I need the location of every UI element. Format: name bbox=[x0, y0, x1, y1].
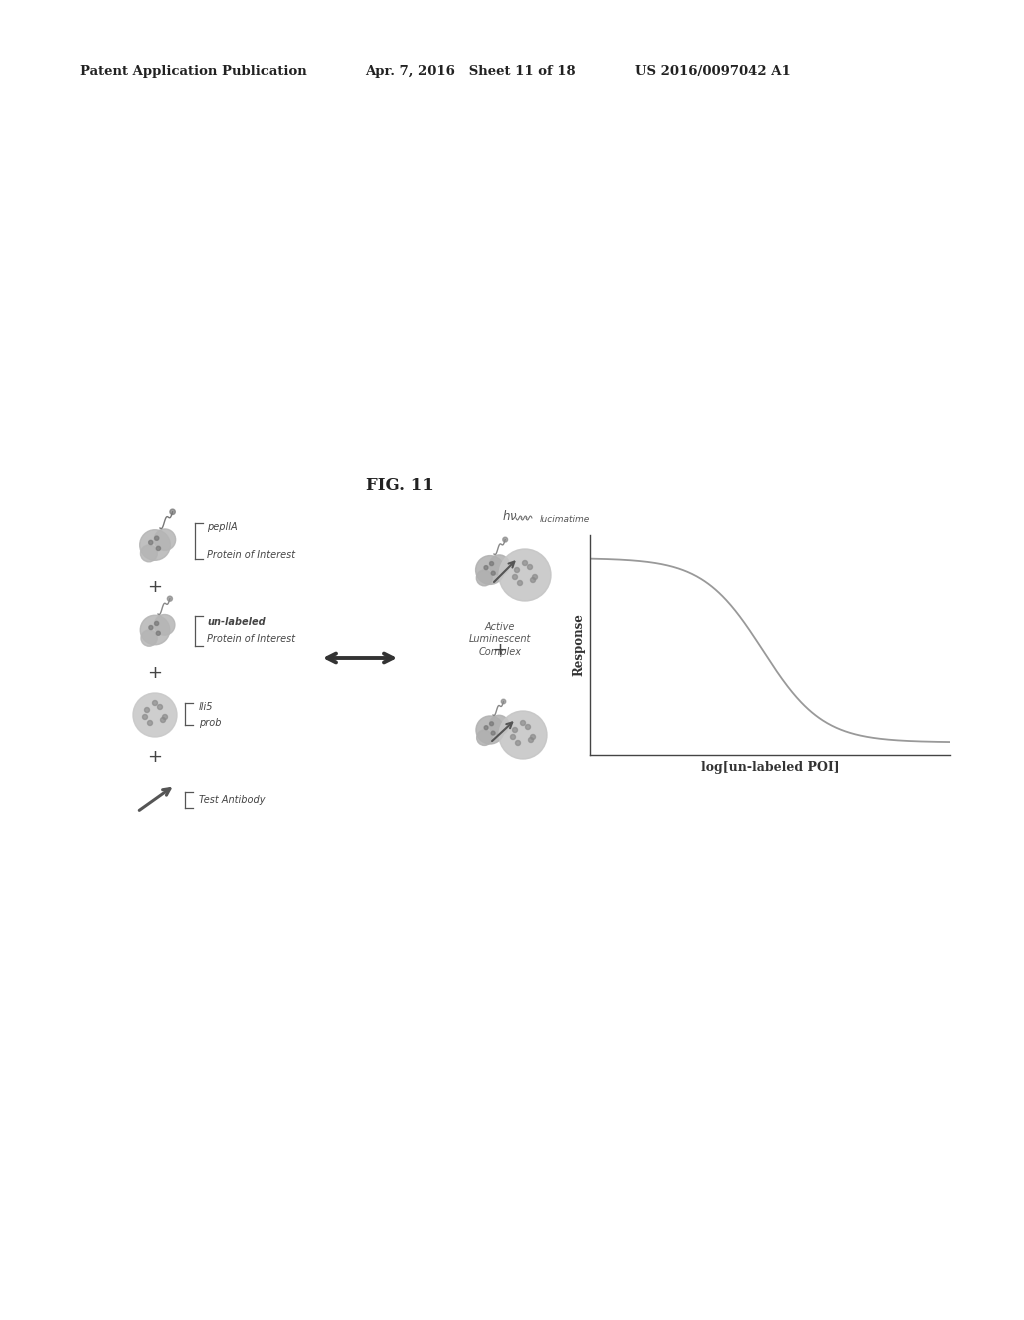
Circle shape bbox=[489, 715, 509, 735]
Circle shape bbox=[489, 554, 510, 576]
Circle shape bbox=[170, 510, 175, 515]
Circle shape bbox=[489, 561, 494, 565]
Y-axis label: Response: Response bbox=[572, 614, 586, 676]
Circle shape bbox=[512, 727, 517, 733]
Circle shape bbox=[530, 578, 536, 582]
Circle shape bbox=[503, 537, 508, 543]
Circle shape bbox=[514, 568, 519, 573]
Circle shape bbox=[475, 556, 505, 585]
Text: Active
Luminescent
Complex: Active Luminescent Complex bbox=[469, 622, 531, 657]
Circle shape bbox=[155, 536, 159, 540]
Circle shape bbox=[144, 708, 150, 713]
Circle shape bbox=[512, 574, 517, 579]
Circle shape bbox=[133, 693, 177, 737]
Text: US 2016/0097042 A1: US 2016/0097042 A1 bbox=[635, 65, 791, 78]
Circle shape bbox=[155, 529, 176, 550]
Circle shape bbox=[517, 581, 522, 586]
Text: pepllA: pepllA bbox=[207, 521, 238, 532]
Text: +: + bbox=[147, 748, 163, 767]
Circle shape bbox=[530, 734, 536, 739]
Circle shape bbox=[476, 570, 493, 586]
Circle shape bbox=[163, 714, 168, 719]
Circle shape bbox=[157, 546, 161, 550]
Circle shape bbox=[525, 725, 530, 730]
Text: +: + bbox=[493, 642, 508, 659]
Text: Apr. 7, 2016   Sheet 11 of 18: Apr. 7, 2016 Sheet 11 of 18 bbox=[365, 65, 575, 78]
Circle shape bbox=[148, 626, 153, 630]
Text: Patent Application Publication: Patent Application Publication bbox=[80, 65, 307, 78]
Circle shape bbox=[140, 545, 158, 562]
Circle shape bbox=[502, 700, 506, 704]
Circle shape bbox=[148, 540, 153, 545]
Circle shape bbox=[527, 565, 532, 569]
Text: +: + bbox=[147, 578, 163, 597]
Circle shape bbox=[484, 726, 488, 730]
Circle shape bbox=[147, 721, 153, 726]
Circle shape bbox=[161, 718, 166, 722]
X-axis label: log[un-labeled POI]: log[un-labeled POI] bbox=[700, 760, 840, 774]
Circle shape bbox=[139, 529, 170, 560]
Circle shape bbox=[489, 722, 494, 726]
Circle shape bbox=[157, 631, 161, 635]
Circle shape bbox=[476, 730, 493, 746]
Circle shape bbox=[140, 615, 170, 644]
Circle shape bbox=[522, 561, 527, 565]
Text: +: + bbox=[147, 664, 163, 681]
Text: Protein of Interest: Protein of Interest bbox=[207, 634, 295, 644]
Circle shape bbox=[532, 574, 538, 579]
Circle shape bbox=[155, 615, 175, 635]
Circle shape bbox=[484, 565, 488, 570]
Text: un-labeled: un-labeled bbox=[207, 616, 265, 627]
Text: Test Antibody: Test Antibody bbox=[199, 795, 265, 805]
Circle shape bbox=[520, 721, 525, 726]
Circle shape bbox=[499, 711, 547, 759]
Circle shape bbox=[153, 701, 158, 705]
Circle shape bbox=[167, 597, 172, 601]
Text: lucimatime: lucimatime bbox=[540, 515, 590, 524]
Circle shape bbox=[141, 630, 158, 647]
Circle shape bbox=[499, 549, 551, 601]
Circle shape bbox=[142, 714, 147, 719]
Circle shape bbox=[492, 572, 496, 576]
Text: lli5: lli5 bbox=[199, 702, 213, 711]
Circle shape bbox=[492, 731, 495, 735]
Circle shape bbox=[155, 622, 159, 626]
Circle shape bbox=[476, 715, 504, 744]
Text: prob: prob bbox=[199, 718, 221, 729]
Circle shape bbox=[511, 734, 515, 739]
Text: Protein of Interest: Protein of Interest bbox=[207, 550, 295, 560]
Circle shape bbox=[515, 741, 520, 746]
Text: $h\nu$: $h\nu$ bbox=[502, 510, 518, 523]
Circle shape bbox=[158, 705, 163, 710]
Circle shape bbox=[528, 738, 534, 742]
Text: FIG. 11: FIG. 11 bbox=[367, 477, 434, 494]
